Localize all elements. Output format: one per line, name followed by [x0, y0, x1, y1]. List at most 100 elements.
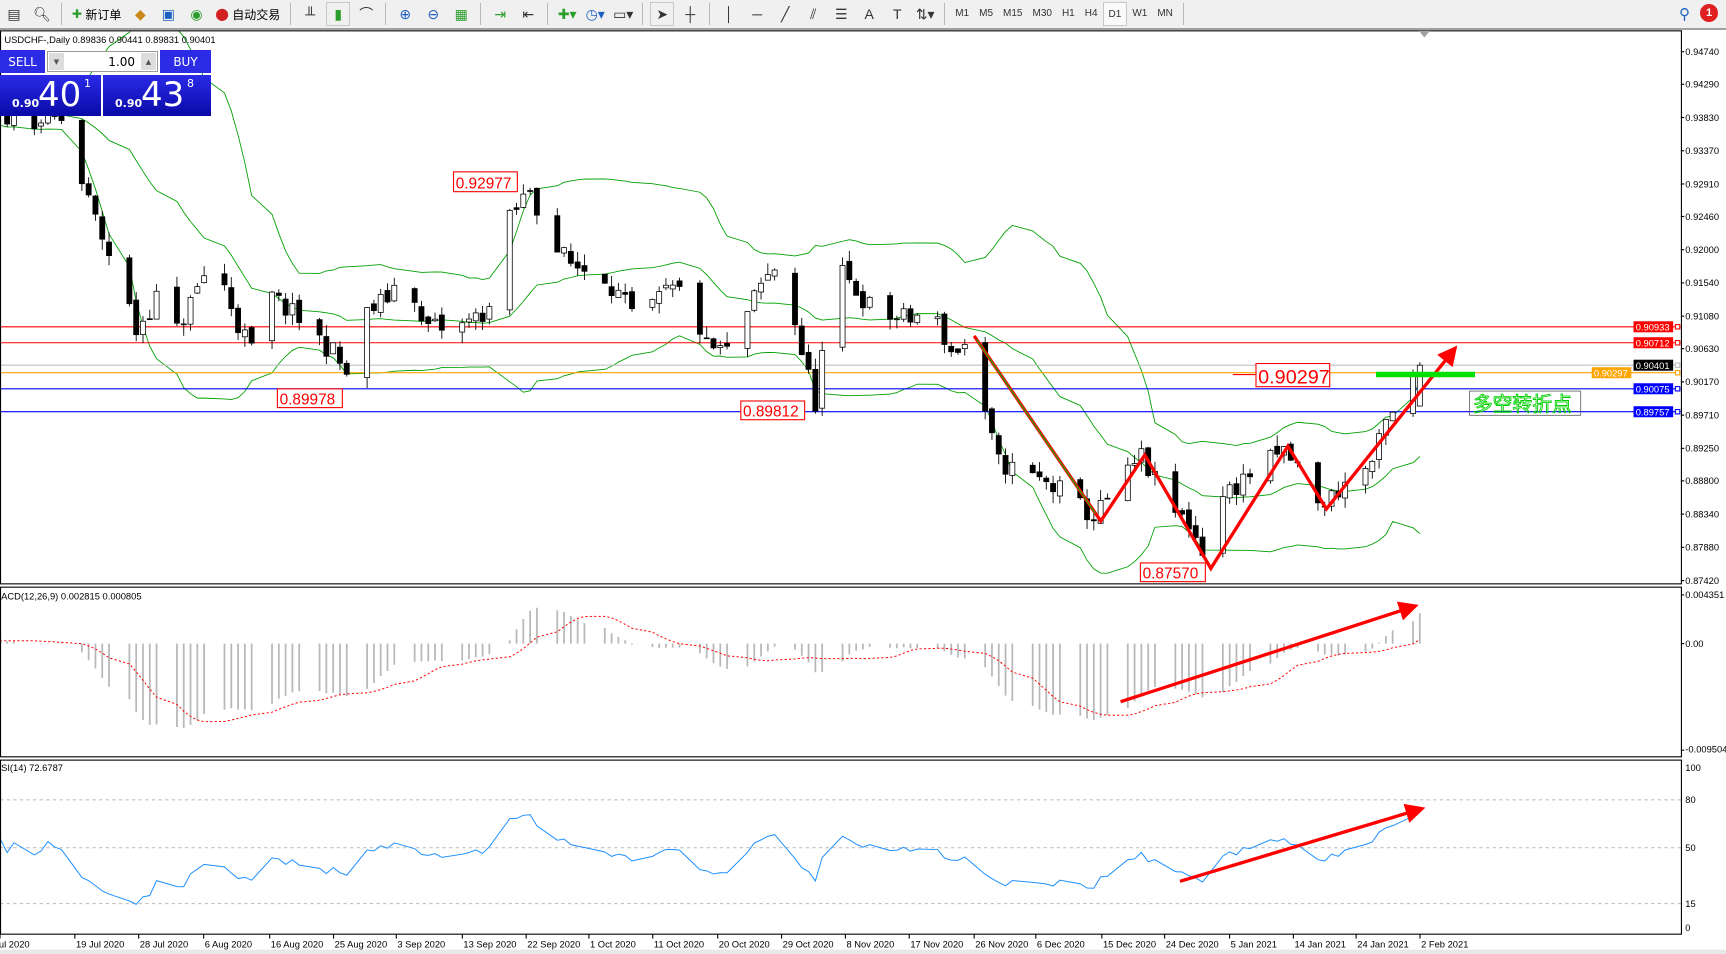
new-order-label: 新订单	[85, 7, 122, 22]
volume-decrease-icon[interactable]: ▼	[49, 53, 64, 70]
search-icon[interactable]: ⚲	[1679, 6, 1690, 23]
candle	[887, 291, 893, 330]
timeframe-buttons: M1 M5 M15 M30 H1 H4 D1 W1 MN	[950, 2, 1178, 26]
candle	[941, 311, 948, 354]
horizontal-line-icon[interactable]: ─	[752, 6, 763, 22]
timeframe-m30[interactable]: M30	[1032, 7, 1052, 19]
new-order-button[interactable]: ✚ 新订单	[69, 2, 124, 26]
candle	[893, 315, 900, 329]
price-line-label-bg	[1633, 337, 1674, 349]
zoom-window-icon[interactable]: 🔍︎	[33, 5, 51, 22]
sell-button[interactable]: SELL	[0, 50, 45, 73]
candle	[323, 325, 330, 365]
crosshair-icon[interactable]: ┼	[685, 6, 696, 22]
candle-body-bear	[221, 273, 228, 286]
candle	[615, 282, 622, 298]
timeframe-mn[interactable]: MN	[1157, 7, 1173, 19]
price-label: 0.90297	[1258, 366, 1330, 388]
ask-big: 43	[141, 75, 185, 115]
timeframe-w1[interactable]: W1	[1132, 7, 1148, 19]
terminal-icon[interactable]: ▣	[161, 5, 176, 22]
line-chart-icon[interactable]: ⌒	[359, 6, 374, 22]
equidistant-channel-icon[interactable]: ⫽	[810, 5, 817, 22]
candle-body-bull	[1009, 461, 1016, 476]
chart-shift-marker[interactable]	[1418, 30, 1430, 38]
cursor-icon[interactable]: ➤	[650, 2, 675, 26]
bid-price-button[interactable]: 0.90 40 1	[0, 75, 101, 116]
candle-body-bear	[1036, 471, 1043, 478]
price-label: 0.89978	[280, 391, 336, 408]
indicators-icon[interactable]: ✚▾	[557, 5, 577, 22]
candle	[601, 273, 608, 285]
candle-body-bull	[1389, 411, 1396, 422]
macd-divergence-arrow[interactable]	[1120, 601, 1419, 704]
candle	[411, 287, 418, 312]
candle-body-bull	[391, 284, 398, 302]
timeframe-h4[interactable]: H4	[1084, 7, 1098, 19]
signals-icon[interactable]: ◉	[190, 5, 203, 22]
candle-body-bull	[649, 299, 656, 308]
trendline-icon[interactable]: ╱	[781, 5, 790, 22]
auto-trading-button[interactable]: ⬤ 自动交易	[212, 2, 283, 26]
zigzag-arrow[interactable]	[972, 335, 1458, 572]
volume-field[interactable]: ▼ 1.00 ▲	[47, 51, 158, 72]
candle	[608, 275, 615, 304]
fibonacci-icon[interactable]: ☰	[834, 5, 848, 22]
candle-body-bull	[893, 318, 900, 321]
bar-chart-icon[interactable]: ╨	[305, 6, 316, 22]
date-tick-label: 11 Oct 2020	[654, 939, 704, 949]
timeframe-h1[interactable]: H1	[1061, 7, 1075, 19]
line-handle	[1674, 369, 1681, 376]
reversal-point-text[interactable]: 多空转折点	[1472, 392, 1572, 416]
zoom-out-icon[interactable]: ⊖	[427, 5, 440, 22]
timeframe-m5[interactable]: M5	[979, 7, 994, 19]
date-axis-area	[0, 934, 1726, 954]
rsi-trend-arrow[interactable]	[1179, 803, 1426, 883]
periods-icon[interactable]: ◷▾	[585, 5, 605, 22]
candle	[533, 187, 540, 225]
auto-scroll-icon[interactable]: ⇥	[494, 5, 507, 22]
profiles-icon[interactable]: ▤	[7, 5, 21, 22]
chart-shift-icon[interactable]: ⇤	[522, 5, 535, 22]
templates-icon[interactable]: ▭▾	[613, 5, 634, 22]
notification-badge[interactable]: 1	[1700, 4, 1718, 22]
volume-increase-icon[interactable]: ▲	[141, 53, 156, 70]
candlestick-chart-icon[interactable]: ▮	[326, 2, 351, 26]
candle	[581, 254, 588, 280]
tile-windows-icon[interactable]: ▦	[454, 5, 468, 22]
candle-body-bear	[248, 327, 255, 344]
timeframe-m1[interactable]: M1	[955, 7, 970, 19]
price-line-label-bg	[1633, 321, 1674, 333]
ask-price-button[interactable]: 0.90 43 8	[103, 75, 211, 116]
green-trendline[interactable]	[975, 338, 1096, 514]
candle	[846, 250, 853, 284]
date-tick-label: 15 Dec 2020	[1103, 939, 1156, 949]
candle-body-bull	[839, 264, 846, 348]
date-tick-label: 19 Jul 2020	[76, 939, 124, 949]
arrows-icon[interactable]: ⇅▾	[915, 5, 935, 22]
toolbar-separator	[1182, 3, 1184, 25]
candle-body-bull	[1362, 468, 1369, 486]
candle	[418, 300, 425, 326]
candle-body-bear	[1029, 464, 1036, 474]
buy-button[interactable]: BUY	[160, 50, 211, 73]
zoom-in-icon[interactable]: ⊕	[399, 5, 412, 22]
candle-body-bull	[1267, 449, 1274, 482]
rsi-tick-label: 80	[1685, 795, 1695, 805]
candle	[934, 311, 941, 326]
candle-body-bear	[676, 280, 683, 287]
vertical-line-icon[interactable]: │	[724, 6, 734, 22]
volume-value[interactable]: 1.00	[108, 55, 135, 69]
metaeditor-icon[interactable]: ◆	[135, 5, 146, 22]
candle-body-bull	[1240, 473, 1247, 496]
candle-body-bull	[561, 247, 567, 254]
timeframe-m15[interactable]: M15	[1003, 7, 1023, 19]
candle	[513, 202, 520, 215]
text-label-icon[interactable]: T	[892, 6, 902, 22]
annotation-box[interactable]	[1469, 390, 1582, 416]
text-icon[interactable]: A	[864, 6, 874, 22]
macd-tick-label: -0.009504	[1685, 744, 1726, 754]
candle	[764, 263, 771, 281]
timeframe-d1[interactable]: D1	[1102, 2, 1128, 26]
